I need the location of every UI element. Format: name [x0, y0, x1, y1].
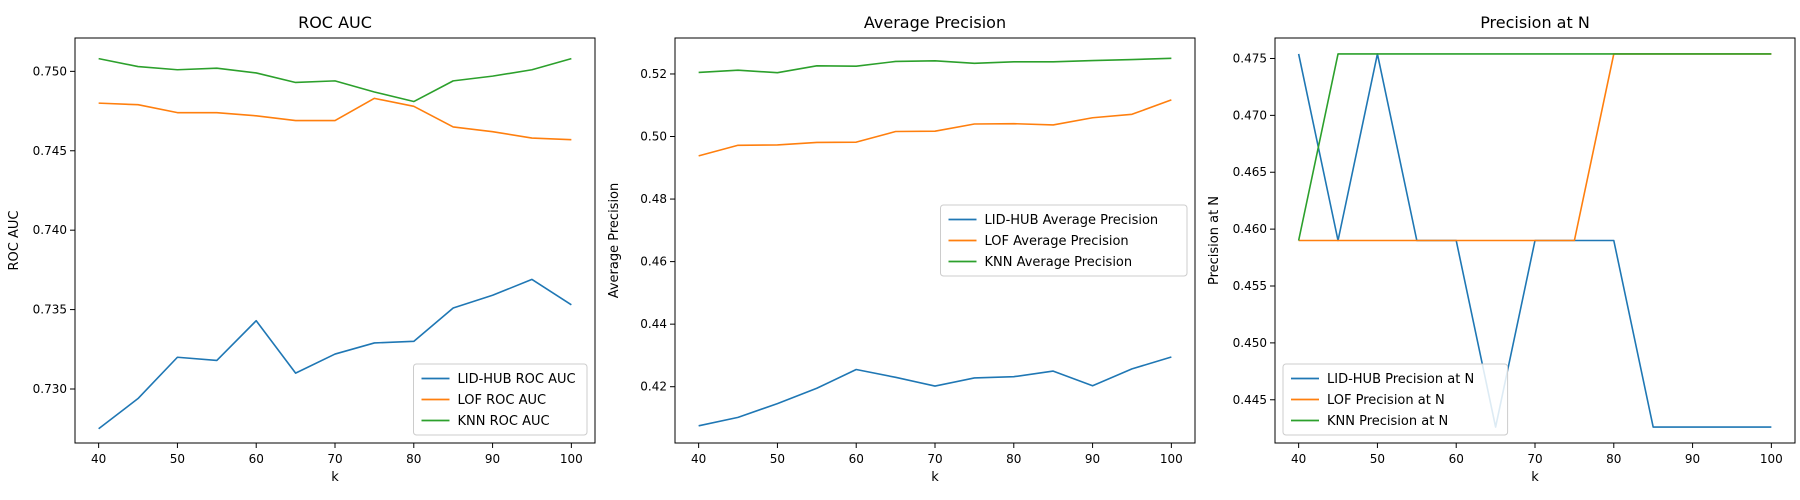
y-tick-label: 0.750 [33, 64, 67, 78]
legend-label: LOF Average Precision [985, 234, 1129, 249]
y-tick-label: 0.52 [640, 67, 667, 81]
chart-panel-2: 40 50 60 70 80 90 100 0.42 0.44 0.46 0.48 0.50 0.52 A… [607, 13, 1196, 485]
y-tick-label: 0.46 [640, 255, 667, 269]
x-tick-label: 100 [560, 452, 583, 466]
legend-label: LID-HUB Average Precision [985, 213, 1159, 228]
series-line-3 [98, 57, 572, 103]
legend-label: KNN ROC AUC [458, 414, 550, 429]
series-line-2 [698, 99, 1172, 157]
y-tick-label: 0.450 [1233, 336, 1267, 350]
legend-box [413, 363, 588, 436]
series-line-2 [98, 97, 572, 141]
legend: LID-HUB Average Precision LOF Average Pre… [940, 204, 1188, 277]
y-tick-label: 0.740 [33, 223, 67, 237]
y-tick-label: 0.475 [1233, 51, 1267, 65]
chart-title: ROC AUC [298, 13, 372, 32]
legend-label: LID-HUB Precision at N [1327, 372, 1474, 387]
y-tick-label: 0.455 [1233, 279, 1267, 293]
legend: LID-HUB Precision at N LOF Precision at N… [1282, 363, 1509, 436]
x-tick-label: 50 [1370, 452, 1385, 466]
legend-label: LOF ROC AUC [458, 393, 547, 408]
legend-label: KNN Average Precision [985, 255, 1133, 270]
legend-label: LOF Precision at N [1327, 393, 1445, 408]
y-axis-label: Precision at N [1207, 196, 1222, 285]
chart-panel-3: 40 50 60 70 80 90 100 0.445 0.450 0.455 0.460 0.465… [1207, 13, 1796, 485]
y-axis-label: ROC AUC [7, 211, 22, 271]
x-tick-label: 70 [927, 452, 942, 466]
x-tick-label: 100 [1760, 452, 1783, 466]
x-tick-label: 70 [327, 452, 342, 466]
x-tick-label: 50 [770, 452, 785, 466]
x-tick-label: 80 [406, 452, 421, 466]
y-tick-label: 0.745 [33, 144, 67, 158]
x-axis-label: k [931, 470, 939, 485]
x-axis-label: k [331, 470, 339, 485]
series-line-1 [698, 356, 1172, 427]
x-tick-label: 40 [91, 452, 106, 466]
x-tick-label: 40 [1291, 452, 1306, 466]
x-tick-label: 60 [849, 452, 864, 466]
y-axis-label: Average Precision [607, 183, 622, 299]
x-tick-label: 50 [170, 452, 185, 466]
legend-label: LID-HUB ROC AUC [458, 372, 576, 387]
y-tick-label: 0.50 [640, 130, 667, 144]
x-tick-label: 70 [1527, 452, 1542, 466]
y-tick-label: 0.465 [1233, 165, 1267, 179]
y-tick-label: 0.735 [33, 303, 67, 317]
x-axis-label: k [1531, 470, 1539, 485]
x-tick-label: 60 [1449, 452, 1464, 466]
legend-box [1282, 363, 1509, 436]
series-line-1 [98, 278, 572, 430]
chart-panel-1: 40 50 60 70 80 90 100 0.730 0.735 0.740 0.745 0.750… [7, 13, 596, 485]
y-tick-label: 0.730 [33, 382, 67, 396]
x-tick-label: 90 [1085, 452, 1100, 466]
legend: LID-HUB ROC AUC LOF ROC AUC KNN ROC AUC [413, 363, 588, 436]
x-tick-label: 90 [1685, 452, 1700, 466]
x-tick-label: 80 [1606, 452, 1621, 466]
y-tick-label: 0.470 [1233, 108, 1267, 122]
y-tick-label: 0.44 [640, 317, 667, 331]
y-tick-label: 0.460 [1233, 222, 1267, 236]
x-tick-label: 90 [485, 452, 500, 466]
y-tick-label: 0.48 [640, 192, 667, 206]
chart-title: Precision at N [1480, 13, 1590, 32]
x-tick-label: 80 [1006, 452, 1021, 466]
y-tick-label: 0.445 [1233, 393, 1267, 407]
y-tick-label: 0.42 [640, 380, 667, 394]
series-line-2 [1298, 53, 1772, 242]
legend-box [940, 204, 1188, 277]
x-tick-label: 60 [249, 452, 264, 466]
x-tick-label: 40 [691, 452, 706, 466]
series-line-3 [1297, 53, 1772, 241]
series-line-3 [698, 57, 1172, 74]
chart-title: Average Precision [864, 13, 1006, 32]
x-tick-label: 100 [1160, 452, 1183, 466]
legend-label: KNN Precision at N [1327, 414, 1448, 429]
